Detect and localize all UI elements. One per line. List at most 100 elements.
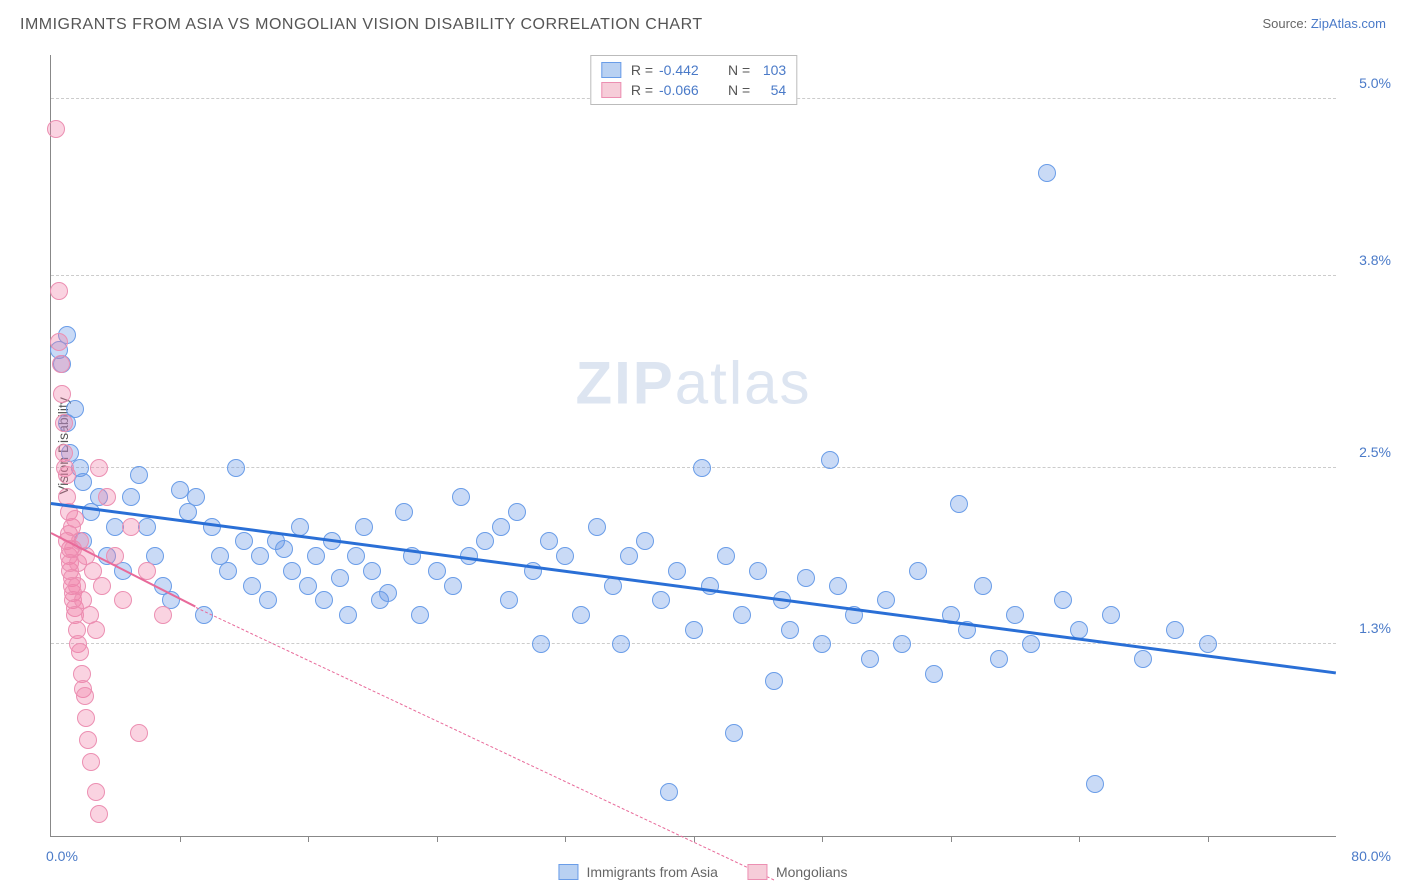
data-point xyxy=(130,724,148,742)
data-point xyxy=(733,606,751,624)
data-point xyxy=(636,532,654,550)
data-point xyxy=(765,672,783,690)
legend-item: Mongolians xyxy=(748,864,848,880)
data-point xyxy=(347,547,365,565)
data-point xyxy=(130,466,148,484)
data-point xyxy=(444,577,462,595)
data-point xyxy=(55,414,73,432)
data-point xyxy=(122,518,140,536)
data-point xyxy=(1054,591,1072,609)
chart-container: IMMIGRANTS FROM ASIA VS MONGOLIAN VISION… xyxy=(0,0,1406,892)
data-point xyxy=(620,547,638,565)
data-point xyxy=(909,562,927,580)
data-point xyxy=(243,577,261,595)
stats-legend-row: R = -0.442 N = 103 xyxy=(601,60,786,80)
data-point xyxy=(138,518,156,536)
x-tick xyxy=(951,836,952,842)
data-point xyxy=(66,510,84,528)
trend-line xyxy=(195,607,774,881)
data-point xyxy=(476,532,494,550)
data-point xyxy=(98,488,116,506)
data-point xyxy=(339,606,357,624)
data-point xyxy=(1199,635,1217,653)
y-tick-label: 3.8% xyxy=(1341,252,1391,268)
data-point xyxy=(893,635,911,653)
data-point xyxy=(572,606,590,624)
legend-label: Immigrants from Asia xyxy=(586,864,717,880)
data-point xyxy=(1086,775,1104,793)
r-label: R = xyxy=(631,62,653,78)
data-point xyxy=(428,562,446,580)
source-attribution: Source: ZipAtlas.com xyxy=(1262,16,1386,31)
data-point xyxy=(725,724,743,742)
data-point xyxy=(540,532,558,550)
data-point xyxy=(52,355,70,373)
data-point xyxy=(925,665,943,683)
data-point xyxy=(74,473,92,491)
data-point xyxy=(492,518,510,536)
x-tick xyxy=(180,836,181,842)
watermark: ZIPatlas xyxy=(575,349,811,418)
x-tick xyxy=(822,836,823,842)
data-point xyxy=(500,591,518,609)
data-point xyxy=(114,591,132,609)
data-point xyxy=(588,518,606,536)
data-point xyxy=(87,783,105,801)
source-link[interactable]: ZipAtlas.com xyxy=(1311,16,1386,31)
data-point xyxy=(877,591,895,609)
data-point xyxy=(821,451,839,469)
x-tick xyxy=(1079,836,1080,842)
x-max-label: 80.0% xyxy=(1351,848,1391,864)
y-tick-label: 2.5% xyxy=(1341,444,1391,460)
x-tick xyxy=(308,836,309,842)
data-point xyxy=(76,687,94,705)
data-point xyxy=(1006,606,1024,624)
legend-item: Immigrants from Asia xyxy=(558,864,717,880)
y-tick-label: 1.3% xyxy=(1341,620,1391,636)
x-tick xyxy=(565,836,566,842)
data-point xyxy=(532,635,550,653)
data-point xyxy=(331,569,349,587)
data-point xyxy=(508,503,526,521)
data-point xyxy=(1022,635,1040,653)
r-label: R = xyxy=(631,82,653,98)
data-point xyxy=(187,488,205,506)
data-point xyxy=(452,488,470,506)
data-point xyxy=(82,753,100,771)
data-point xyxy=(235,532,253,550)
n-label: N = xyxy=(728,62,750,78)
r-value: -0.066 xyxy=(659,82,714,98)
data-point xyxy=(71,643,89,661)
data-point xyxy=(315,591,333,609)
data-point xyxy=(251,547,269,565)
x-min-label: 0.0% xyxy=(46,848,78,864)
data-point xyxy=(660,783,678,801)
legend-swatch xyxy=(601,62,621,78)
legend-label: Mongolians xyxy=(776,864,848,880)
n-label: N = xyxy=(728,82,750,98)
gridline xyxy=(51,643,1336,644)
stats-legend: R =-0.442N =103R =-0.066N =54 xyxy=(590,55,797,105)
data-point xyxy=(974,577,992,595)
data-point xyxy=(749,562,767,580)
legend-swatch xyxy=(558,864,578,880)
x-tick xyxy=(437,836,438,842)
source-prefix: Source: xyxy=(1262,16,1310,31)
data-point xyxy=(77,709,95,727)
watermark-light: atlas xyxy=(675,350,812,417)
chart-title: IMMIGRANTS FROM ASIA VS MONGOLIAN VISION… xyxy=(20,16,703,34)
data-point xyxy=(53,385,71,403)
data-point xyxy=(90,805,108,823)
data-point xyxy=(363,562,381,580)
data-point xyxy=(379,584,397,602)
legend-swatch xyxy=(748,864,768,880)
data-point xyxy=(829,577,847,595)
data-point xyxy=(781,621,799,639)
data-point xyxy=(50,282,68,300)
legend-swatch xyxy=(601,82,621,98)
r-value: -0.442 xyxy=(659,62,714,78)
n-value: 103 xyxy=(756,62,786,78)
x-tick xyxy=(1208,836,1209,842)
data-point xyxy=(93,577,111,595)
y-tick-label: 5.0% xyxy=(1341,75,1391,91)
